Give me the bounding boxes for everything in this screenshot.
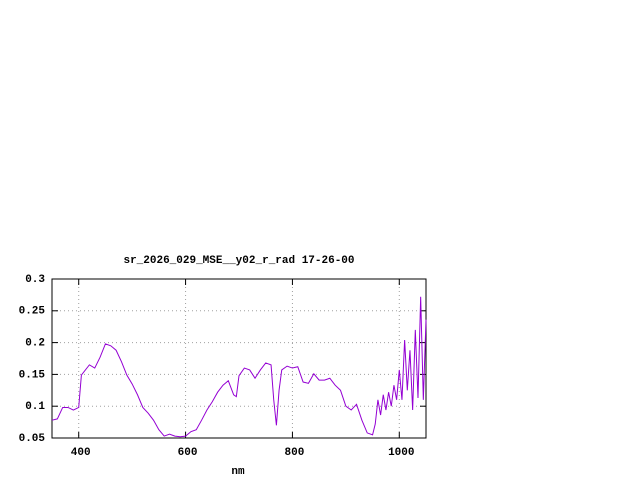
y-tick-label: 0.2 (25, 338, 45, 350)
y-tick-label: 0.15 (19, 369, 46, 381)
plot-border (51, 278, 427, 439)
y-tick-label: 0.1 (25, 401, 45, 413)
y-tick-label: 0.25 (19, 306, 46, 318)
chart-title: sr_2026_029_MSE__y02_r_rad 17-26-00 (123, 255, 354, 267)
y-tick-label: 0.05 (19, 433, 46, 445)
x-tick-label: 400 (71, 447, 91, 459)
y-tick-label: 0.3 (25, 274, 45, 286)
x-tick-label: 1000 (388, 447, 414, 459)
data-line (51, 296, 427, 438)
x-axis-label: nm (231, 466, 245, 478)
x-tick-label: 600 (178, 447, 198, 459)
x-tick-label: 800 (285, 447, 305, 459)
